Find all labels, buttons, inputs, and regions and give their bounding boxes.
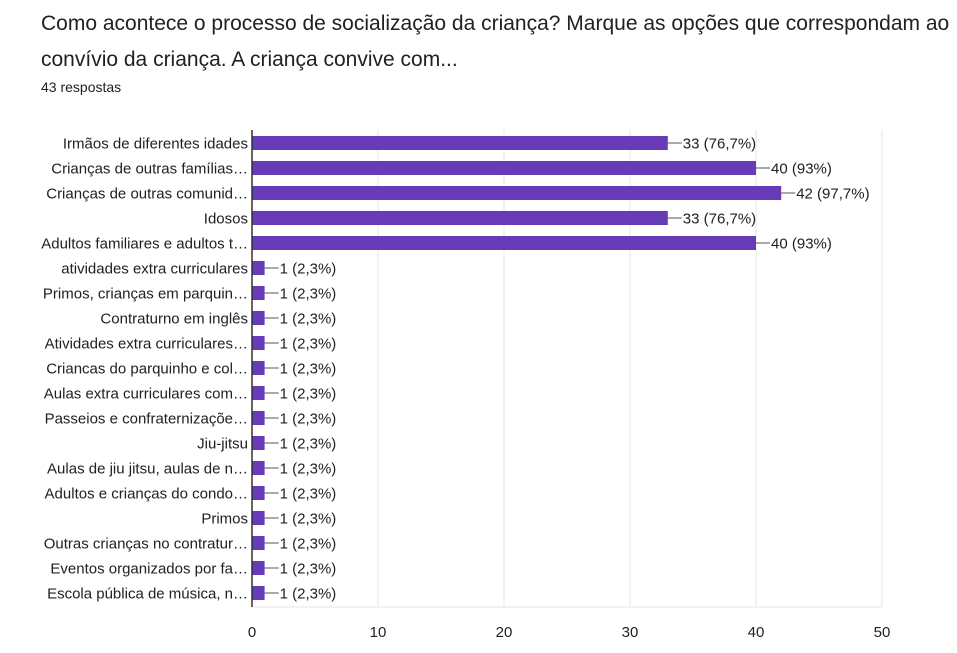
value-label: 1 (2,3%) <box>280 486 337 503</box>
category-label: Primos, crianças em parquin… <box>43 286 248 303</box>
category-label: Crianças de outras comunid… <box>46 186 248 203</box>
category-label: Eventos organizados por fa… <box>50 561 248 578</box>
value-label: 1 (2,3%) <box>280 511 337 528</box>
value-label: 1 (2,3%) <box>280 386 337 403</box>
value-label: 1 (2,3%) <box>280 411 337 428</box>
value-label: 40 (93%) <box>771 236 832 253</box>
value-label: 1 (2,3%) <box>280 536 337 553</box>
category-label: Outras crianças no contratur… <box>44 536 248 553</box>
value-label: 1 (2,3%) <box>280 336 337 353</box>
question-title: Como acontece o processo de socialização… <box>41 6 951 78</box>
value-label: 1 (2,3%) <box>280 586 337 603</box>
category-label: atividades extra curriculares <box>61 261 248 278</box>
bar <box>252 586 265 600</box>
x-tick-label: 0 <box>248 624 256 641</box>
category-label: Escola pública de música, n… <box>47 586 248 603</box>
category-label: Crianças de outras famílias… <box>51 161 248 178</box>
value-label: 1 (2,3%) <box>280 361 337 378</box>
category-label: Contraturno em inglês <box>100 311 248 328</box>
category-label: Adultos e crianças do condo… <box>45 486 248 503</box>
value-label: 33 (76,7%) <box>683 211 756 228</box>
bar <box>252 286 265 300</box>
bar <box>252 486 265 500</box>
x-tick-label: 10 <box>370 624 387 641</box>
category-label: Aulas de jiu jitsu, aulas de n… <box>47 461 248 478</box>
x-tick-label: 20 <box>496 624 513 641</box>
x-axis-ticks: 0 10 20 30 40 50 <box>248 130 891 641</box>
bar <box>252 386 265 400</box>
bar <box>252 361 265 375</box>
bar <box>252 511 265 525</box>
category-label: Atividades extra curriculares… <box>45 336 248 353</box>
value-label: 1 (2,3%) <box>280 436 337 453</box>
bar <box>252 161 756 175</box>
value-labels: 33 (76,7%) 40 (93%) 42 (97,7%) 33 (76,7%) 40… <box>264 136 870 603</box>
value-label: 1 (2,3%) <box>280 311 337 328</box>
bar <box>252 186 782 200</box>
bar <box>252 136 668 150</box>
bar <box>252 211 668 225</box>
bar <box>252 461 265 475</box>
bars <box>252 136 782 600</box>
bar <box>252 336 265 350</box>
bar <box>252 411 265 425</box>
bar <box>252 561 265 575</box>
category-label: Passeios e confraternizaçõe… <box>45 411 248 428</box>
bar <box>252 311 265 325</box>
bar <box>252 436 265 450</box>
category-label: Adultos familiares e adultos t… <box>41 236 248 253</box>
category-label: Irmãos de diferentes idades <box>63 136 248 153</box>
category-label: Criancas do parquinho e col… <box>46 361 248 378</box>
bar <box>252 536 265 550</box>
value-label: 1 (2,3%) <box>280 561 337 578</box>
value-label: 1 (2,3%) <box>280 261 337 278</box>
value-label: 33 (76,7%) <box>683 136 756 153</box>
x-tick-label: 40 <box>748 624 765 641</box>
category-label: Primos <box>201 511 248 528</box>
category-labels: Irmãos de diferentes idades Crianças de o… <box>41 136 248 603</box>
bar <box>252 261 265 275</box>
question-title-line-2: convívio da criança. A criança convive c… <box>41 48 458 71</box>
x-tick-label: 50 <box>874 624 891 641</box>
question-title-line-1: Como acontece o processo de socialização… <box>41 12 950 35</box>
category-label: Jiu-jitsu <box>197 436 248 453</box>
value-label: 40 (93%) <box>771 161 832 178</box>
category-label: Idosos <box>204 211 248 228</box>
value-label: 42 (97,7%) <box>796 186 869 203</box>
x-tick-label: 30 <box>622 624 639 641</box>
value-label: 1 (2,3%) <box>280 286 337 303</box>
response-count: 43 respostas <box>41 79 122 95</box>
grid-lines <box>252 130 883 608</box>
category-label: Aulas extra curriculares com… <box>44 386 248 403</box>
bar <box>252 236 756 250</box>
value-label: 1 (2,3%) <box>280 461 337 478</box>
